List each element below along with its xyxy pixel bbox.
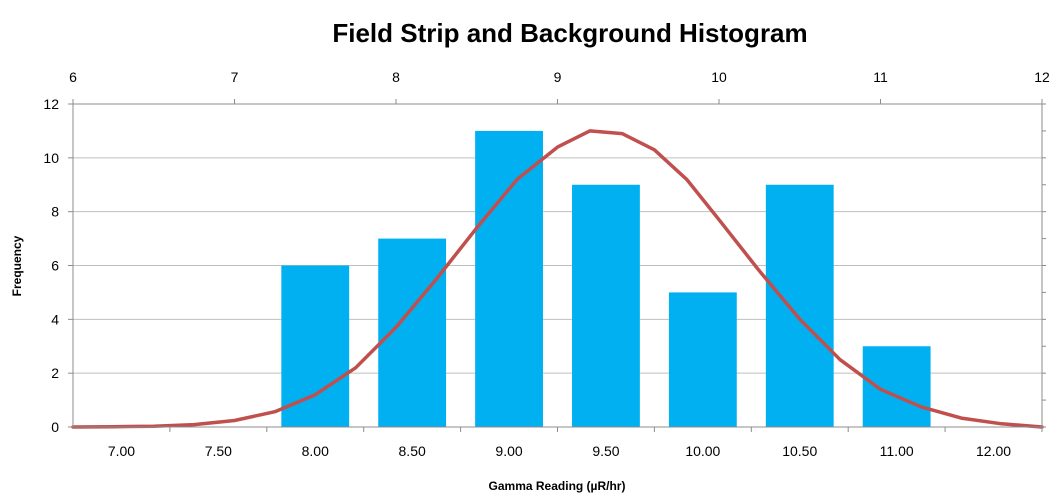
y-tick-label: 4 (51, 311, 59, 327)
histogram-bar (765, 184, 834, 427)
x-tick-label: 11.00 (880, 443, 914, 459)
y-tick-label: 0 (51, 419, 59, 435)
top-x-tick-label: 7 (231, 69, 239, 85)
x-tick-label: 12.00 (976, 443, 1011, 459)
top-x-tick-label: 10 (711, 69, 727, 85)
x-axis-title: Gamma Reading (µR/hr) (489, 479, 626, 493)
histogram-bar (572, 184, 640, 427)
histogram-bar (475, 130, 543, 427)
x-tick-label: 7.50 (205, 443, 232, 459)
top-x-tick-label: 9 (554, 69, 562, 85)
y-tick-label: 12 (43, 96, 59, 112)
y-tick-label: 8 (51, 204, 59, 220)
x-tick-label: 9.00 (495, 443, 522, 459)
normal-curve-line (71, 129, 1044, 429)
histogram-bar (862, 346, 931, 427)
x-tick-label: 7.00 (108, 443, 135, 459)
top-x-tick-label: 8 (392, 69, 400, 85)
y-axis-title: Frequency (10, 235, 24, 296)
y-tick-label: 6 (51, 258, 59, 274)
top-x-tick-label: 12 (1034, 69, 1050, 85)
top-x-tick-label: 6 (69, 69, 77, 85)
histogram-bar (281, 265, 350, 427)
x-tick-label: 9.50 (592, 443, 619, 459)
chart-title: Field Strip and Background Histogram (332, 18, 807, 48)
y-tick-label: 10 (43, 150, 59, 166)
top-x-tick-label: 11 (873, 69, 888, 85)
x-tick-label: 8.50 (399, 443, 426, 459)
x-tick-label: 8.00 (302, 443, 329, 459)
y-tick-label: 2 (51, 365, 59, 381)
x-tick-label: 10.00 (685, 443, 720, 459)
x-tick-label: 10.50 (782, 443, 817, 459)
histogram-bar (668, 292, 737, 427)
